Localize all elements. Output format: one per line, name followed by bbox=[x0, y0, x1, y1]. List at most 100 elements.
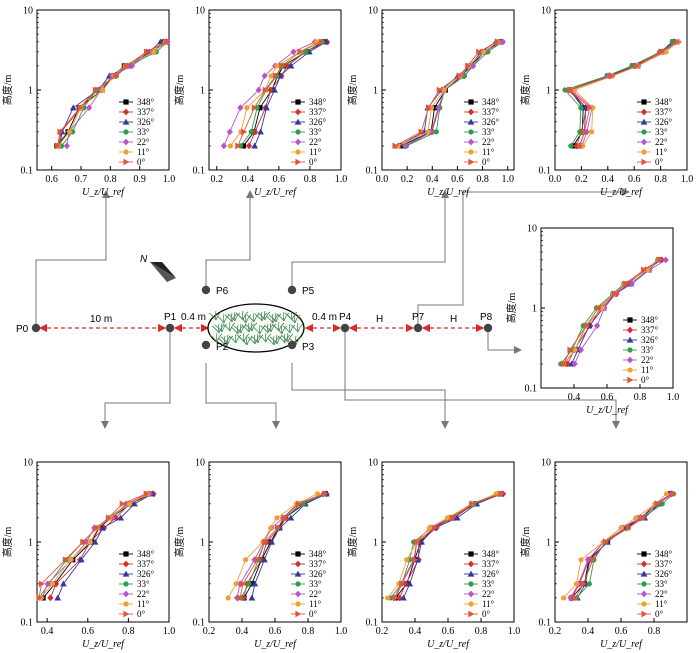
legend-entry: 337° bbox=[309, 107, 327, 117]
data-point bbox=[633, 515, 638, 520]
legend-entry: 348° bbox=[309, 97, 327, 107]
legend-entry: 348° bbox=[482, 97, 500, 107]
legend-entry: 22° bbox=[137, 137, 150, 147]
legend-entry: 11° bbox=[655, 599, 668, 609]
legend-entry: 0° bbox=[137, 157, 146, 167]
legend-marker bbox=[295, 601, 300, 606]
series-line bbox=[59, 42, 167, 146]
legend-marker bbox=[123, 109, 129, 116]
series-5 bbox=[38, 491, 150, 600]
legend-marker bbox=[295, 551, 300, 556]
legend-entry: 33° bbox=[655, 127, 668, 137]
point-label-p5: P5 bbox=[302, 286, 315, 297]
x-tick-label: 0.6 bbox=[273, 174, 286, 185]
x-tick-label: 0.6 bbox=[442, 626, 455, 637]
figure-canvas: 10 m 0.4 m 0.4 m H H N P0P1P2 P3P4P5P6P7 P… bbox=[0, 0, 700, 653]
legend-marker bbox=[468, 159, 474, 166]
x-tick-label: 0.8 bbox=[475, 626, 488, 637]
legend-marker bbox=[295, 159, 301, 166]
legend-marker bbox=[468, 591, 474, 598]
legend-marker bbox=[627, 367, 632, 372]
legend-marker bbox=[627, 357, 633, 364]
legend-entry: 326° bbox=[137, 117, 155, 127]
plot-p5: 0.11100.0 0.2 0.4 0.6 0.8 1.0高度/mU_z/U_ref348… bbox=[346, 6, 514, 199]
connector-p0 bbox=[36, 192, 106, 328]
data-point bbox=[47, 595, 53, 602]
data-point bbox=[246, 143, 252, 150]
legend-entry: 22° bbox=[482, 589, 495, 599]
x-tick-label: 1.0 bbox=[163, 626, 176, 637]
legend-marker bbox=[295, 611, 301, 618]
x-tick-label: 0.0 bbox=[549, 174, 562, 185]
x-tick-label: 1.0 bbox=[508, 626, 521, 637]
legend-entry: 22° bbox=[655, 589, 668, 599]
legend-entry: 22° bbox=[655, 137, 668, 147]
legend-entry: 22° bbox=[309, 137, 322, 147]
data-point bbox=[663, 256, 669, 263]
legend-entry: 326° bbox=[641, 335, 659, 345]
data-point bbox=[50, 581, 55, 586]
legend-marker bbox=[641, 109, 647, 116]
point-p2 bbox=[202, 341, 210, 349]
legend-entry: 326° bbox=[309, 117, 327, 127]
data-point bbox=[67, 129, 72, 134]
y-tick-label: 1 bbox=[200, 86, 205, 97]
legend: 348°337°326°33°22°11°0° bbox=[464, 549, 500, 619]
x-tick-label: 1.0 bbox=[667, 392, 680, 403]
legend-entry: 0° bbox=[309, 609, 318, 619]
data-point bbox=[249, 129, 254, 134]
point-p6 bbox=[202, 286, 210, 294]
legend-marker bbox=[468, 109, 474, 116]
legend: 348°337°326°33°22°11°0° bbox=[637, 549, 673, 619]
data-point bbox=[244, 105, 249, 110]
legend-marker bbox=[641, 139, 647, 146]
y-axis-label: 高度/m bbox=[1, 527, 14, 558]
y-axis-label: 高度/m bbox=[346, 527, 359, 558]
y-tick-label: 10 bbox=[527, 224, 537, 235]
legend-marker bbox=[123, 551, 128, 556]
x-tick-label: 0.4 bbox=[602, 174, 615, 185]
y-tick-label: 0.1 bbox=[21, 166, 34, 177]
legend-entry: 337° bbox=[482, 559, 500, 569]
legend-marker bbox=[123, 149, 128, 154]
label-h2: H bbox=[450, 314, 457, 325]
connector-p4 bbox=[345, 330, 616, 427]
data-point bbox=[269, 73, 274, 78]
point-label-p8: P8 bbox=[480, 312, 493, 323]
data-point bbox=[568, 143, 573, 148]
legend-entry: 22° bbox=[482, 137, 495, 147]
point-p3 bbox=[288, 341, 296, 349]
legend-entry: 0° bbox=[655, 609, 664, 619]
connector-p3 bbox=[292, 363, 445, 427]
data-point bbox=[427, 525, 432, 530]
data-point bbox=[385, 595, 390, 600]
label-h1: H bbox=[376, 314, 383, 325]
legend-entry: 22° bbox=[137, 589, 150, 599]
legend: 348°337°326°33°22°11°0° bbox=[637, 97, 673, 167]
data-point bbox=[434, 129, 439, 134]
legend-entry: 11° bbox=[641, 365, 654, 375]
x-axis-label: U_z/U_ref bbox=[427, 187, 470, 198]
legend-entry: 33° bbox=[137, 579, 150, 589]
x-tick-label: 0.6 bbox=[628, 174, 641, 185]
legend-marker bbox=[295, 561, 301, 568]
x-axis-label: U_z/U_ref bbox=[254, 187, 297, 198]
legend-entry: 0° bbox=[482, 609, 491, 619]
y-axis-label: 高度/m bbox=[173, 527, 186, 558]
label-10m: 10 m bbox=[90, 314, 112, 325]
legend-marker bbox=[468, 601, 473, 606]
label-04m-left: 0.4 m bbox=[181, 312, 206, 323]
legend-entry: 348° bbox=[482, 549, 500, 559]
series-4 bbox=[64, 38, 171, 149]
x-axis-label: U_z/U_ref bbox=[82, 187, 125, 198]
x-tick-label: 0.8 bbox=[634, 392, 647, 403]
legend-entry: 326° bbox=[655, 117, 673, 127]
x-tick-label: 0.8 bbox=[104, 174, 117, 185]
legend-marker bbox=[627, 347, 632, 352]
legend-marker bbox=[641, 601, 646, 606]
legend-entry: 348° bbox=[655, 97, 673, 107]
x-axis-label: U_z/U_ref bbox=[427, 639, 470, 650]
legend-marker bbox=[295, 139, 301, 146]
x-tick-label: 0.8 bbox=[654, 174, 667, 185]
x-tick-label: 0.8 bbox=[648, 626, 661, 637]
